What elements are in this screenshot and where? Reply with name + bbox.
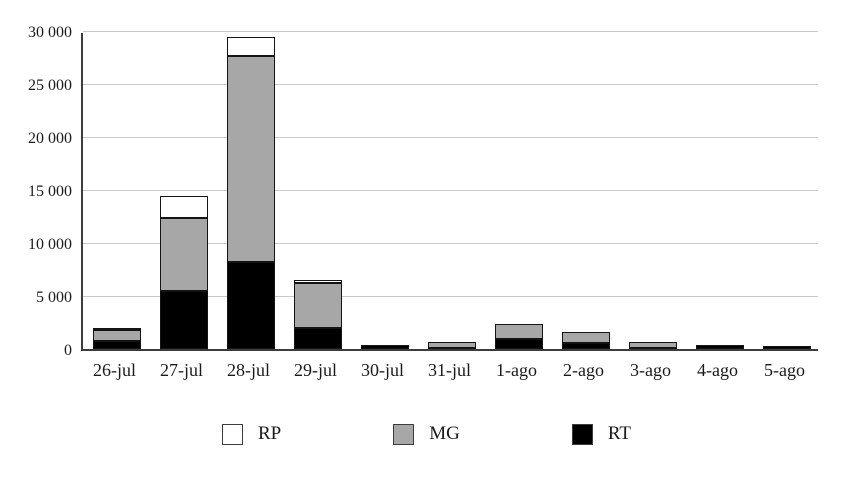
bar-29-jul [293,31,342,349]
x-tick-label-5-ago: 5-ago [764,360,805,380]
legend-label-rt: RT [607,423,631,444]
gridline-10000 [83,242,818,244]
bar-segment-mg-29-jul [293,283,342,328]
bar-segment-rp-28-jul [226,37,275,57]
y-tick-label: 30 000 [28,24,72,41]
y-tick-label: 25 000 [28,77,72,94]
gridline-25000 [83,83,818,85]
x-tick-label-2-ago: 2-ago [563,360,604,380]
legend-label-mg: MG [429,423,460,444]
x-tick-label-26-jul: 26-jul [93,360,136,380]
bar-segment-rp-29-jul [293,280,342,284]
gridline-30000 [83,30,818,32]
x-tick-label-28-jul: 28-jul [227,360,270,380]
bar-28-jul [226,31,275,349]
x-tick-label-1-ago: 1-ago [496,360,537,380]
bar-1-ago [494,31,543,349]
y-tick-label: 10 000 [28,236,72,253]
y-tick-label: 5 000 [36,289,72,306]
x-tick-label-31-jul: 31-jul [428,360,471,380]
x-tick-label-27-jul: 27-jul [160,360,203,380]
bar-segment-rt-30-jul [360,344,409,349]
bar-segment-mg-1-ago [494,323,543,340]
gridline-5000 [83,295,818,297]
bar-segment-rt-28-jul [226,262,275,349]
bar-segment-mg-2-ago [561,332,610,343]
bar-segment-rt-2-ago [561,342,610,349]
legend-label-rp: RP [257,423,282,444]
x-tick-label-4-ago: 4-ago [697,360,738,380]
bar-4-ago [695,31,744,349]
y-tick-label: 15 000 [28,183,72,200]
bar-segment-rt-5-ago [762,345,811,349]
bar-3-ago [628,31,677,349]
x-tick-label-29-jul: 29-jul [294,360,337,380]
bar-segment-mg-26-jul [92,329,141,341]
bar-segment-rp-26-jul [92,327,141,330]
legend-swatch-rp [221,423,243,445]
x-tick-label-3-ago: 3-ago [630,360,671,380]
bar-5-ago [762,31,811,349]
plot-area [81,30,818,351]
bar-segment-rp-27-jul [159,196,208,218]
bar-2-ago [561,31,610,349]
bar-31-jul [427,31,476,349]
bar-segment-rt-26-jul [92,340,141,349]
bar-26-jul [92,31,141,349]
bar-segment-rt-4-ago [695,344,744,349]
legend-item-rp: RP [221,423,282,445]
gridline-20000 [83,136,818,138]
legend-item-mg: MG [393,423,460,445]
bar-segment-mg-3-ago [628,341,677,348]
bar-segment-rt-27-jul [159,290,208,349]
gridline-15000 [83,189,818,191]
bar-segment-mg-28-jul [226,56,275,263]
chart-legend: RP MG RT [0,423,853,445]
y-tick-label: 20 000 [28,130,72,147]
bar-segment-rt-29-jul [293,327,342,349]
bar-30-jul [360,31,409,349]
y-tick-label: 0 [64,342,72,359]
bar-segment-rt-1-ago [494,339,543,349]
x-tick-label-30-jul: 30-jul [361,360,404,380]
legend-swatch-mg [393,423,415,445]
legend-swatch-rt [571,423,593,445]
legend-item-rt: RT [571,423,631,445]
bar-segment-mg-27-jul [159,217,208,291]
bar-27-jul [159,31,208,349]
bar-segment-mg-31-jul [427,341,476,348]
